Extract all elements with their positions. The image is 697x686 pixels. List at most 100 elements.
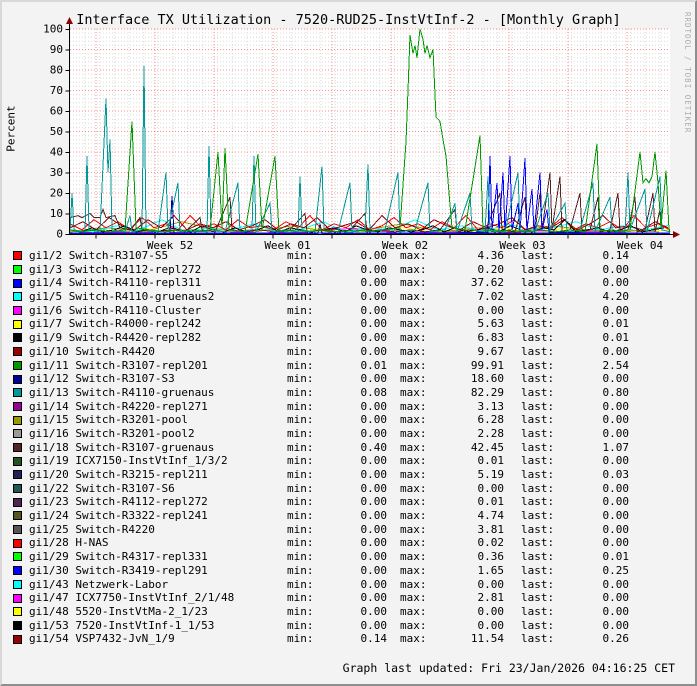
legend-max-value: 2.81 <box>477 591 505 605</box>
legend-interface-label: gi1/29 Switch-R4317-repl331 <box>29 550 208 564</box>
legend-last-value: 0.00 <box>602 481 630 495</box>
legend-max-key: max: <box>400 591 427 605</box>
utilization-chart: 0 10 20 30 40 50 60 70 80 90 100 Week 52 Week 01 Week… <box>2 2 695 254</box>
legend-row: gi1/13 Switch-R4110-gruenaus min: 0.08 max:… <box>2 385 695 400</box>
legend-min-key: min: <box>287 604 314 618</box>
legend-max-key: max: <box>400 632 427 646</box>
legend-interface-label: gi1/48 5520-InstVtMa-2_1/23 <box>29 604 208 618</box>
legend-interface-label: gi1/22 Switch-R3107-S6 <box>29 481 175 495</box>
legend-swatch <box>13 292 22 302</box>
legend-max-value: 1.65 <box>477 563 505 577</box>
legend-last-key: last: <box>521 522 555 536</box>
legend-row: gi1/16 Switch-R3201-pool2 min: 0.00 max: 2.2… <box>2 427 695 441</box>
legend-max-value: 4.74 <box>477 509 505 523</box>
legend-min-value: 0.00 <box>360 454 388 468</box>
legend-max-value: 0.00 <box>477 604 505 618</box>
legend-max-key: max: <box>400 385 427 399</box>
y-tick-label: 30 <box>50 166 63 179</box>
legend-min-value: 0.00 <box>360 413 388 427</box>
legend-last-value: 0.01 <box>602 317 630 331</box>
legend-interface-label: gi1/43 Netzwerk-Labor <box>29 577 169 591</box>
legend-row: gi1/11 Switch-R3107-repl201 min: 0.01 max: 9… <box>2 358 695 373</box>
legend-max-key: max: <box>400 454 427 468</box>
legend-swatch <box>13 251 22 261</box>
legend-max-value: 3.81 <box>477 522 505 536</box>
series-line <box>70 156 670 234</box>
legend-row: gi1/20 Switch-R3215-repl211 min: 0.00 max: 5… <box>2 468 695 482</box>
legend-swatch <box>13 620 22 630</box>
legend-max-key: max: <box>400 249 427 262</box>
legend-last-value: 0.00 <box>602 262 630 276</box>
legend-last-key: last: <box>521 317 555 331</box>
legend-interface-label: gi1/6 Switch-R4110-Cluster <box>29 303 202 317</box>
legend-last-value: 0.00 <box>602 276 630 290</box>
legend-last-key: last: <box>521 372 555 386</box>
legend-max-key: max: <box>400 372 427 386</box>
legend-last-key: last: <box>521 290 555 304</box>
legend-min-value: 0.00 <box>360 591 388 605</box>
y-tick-label: 50 <box>50 125 63 138</box>
legend-swatch <box>13 401 22 411</box>
legend-max-key: max: <box>400 262 427 276</box>
legend-min-value: 0.00 <box>360 262 388 276</box>
legend-last-value: 0.00 <box>602 454 630 468</box>
legend-swatch <box>13 333 22 343</box>
legend-max-key: max: <box>400 522 427 536</box>
legend-last-value: 0.00 <box>602 577 630 591</box>
legend-last-key: last: <box>521 303 555 317</box>
y-tick-label: 90 <box>50 43 63 56</box>
legend-swatch <box>13 634 22 644</box>
legend-row: gi1/48 5520-InstVtMa-2_1/23 min: 0.00 max: 0… <box>2 604 695 619</box>
legend-last-key: last: <box>521 495 555 509</box>
legend-min-key: min: <box>287 413 314 427</box>
legend-interface-label: gi1/18 Switch-R3107-gruenaus <box>29 440 215 454</box>
plot-background <box>70 29 670 234</box>
legend-swatch <box>13 306 22 316</box>
legend-last-key: last: <box>521 358 555 372</box>
legend-min-value: 0.00 <box>360 563 388 577</box>
legend-min-value: 0.00 <box>360 290 388 304</box>
legend-interface-label: gi1/54 VSP7432-JvN_1/9 <box>29 632 175 646</box>
legend-interface-label: gi1/53 7520-InstVtInf-1_1/53 <box>29 618 215 632</box>
legend-last-key: last: <box>521 331 555 345</box>
legend-max-key: max: <box>400 290 427 304</box>
legend-row: gi1/3 Switch-R4112-repl272 min: 0.00 max: 0.… <box>2 262 695 277</box>
legend-last-value: 0.01 <box>602 331 630 345</box>
legend-swatch <box>13 374 22 384</box>
legend-min-key: min: <box>287 385 314 399</box>
legend-last-value: 0.00 <box>602 591 630 605</box>
legend-min-key: min: <box>287 440 314 454</box>
legend-min-value: 0.00 <box>360 344 388 358</box>
y-tick-label: 0 <box>56 228 63 241</box>
legend-min-key: min: <box>287 276 314 290</box>
legend-min-key: min: <box>287 290 314 304</box>
legend-max-value: 0.00 <box>477 577 505 591</box>
legend-min-key: min: <box>287 468 314 481</box>
legend-swatch <box>13 456 22 466</box>
legend-interface-label: gi1/20 Switch-R3215-repl211 <box>29 468 208 481</box>
legend-last-key: last: <box>521 604 555 618</box>
legend-max-value: 42.45 <box>470 440 504 454</box>
last-updated-text: Graph last updated: Fri 23/Jan/2026 04:1… <box>342 661 675 675</box>
legend-swatch <box>13 593 22 603</box>
legend-max-key: max: <box>400 440 427 454</box>
legend-swatch <box>13 511 22 521</box>
legend-last-key: last: <box>521 577 555 591</box>
legend-min-value: 0.00 <box>360 276 388 290</box>
y-tick-label: 80 <box>50 64 63 77</box>
legend-max-value: 82.29 <box>470 385 504 399</box>
y-tick-label: 40 <box>50 146 63 159</box>
legend-last-value: 0.00 <box>602 413 630 427</box>
legend-min-key: min: <box>287 563 314 577</box>
legend-last-key: last: <box>521 550 555 564</box>
legend-min-value: 0.00 <box>360 372 388 386</box>
legend-max-key: max: <box>400 413 427 427</box>
legend-row: gi1/47 ICX7750-InstVtInf_2/1/48 min: 0.00 m… <box>2 591 695 605</box>
legend-interface-label: gi1/7 Switch-R4000-repl242 <box>29 317 202 331</box>
x-tick-label: Week 02 <box>382 239 428 252</box>
x-tick-label: Week 04 <box>617 239 664 252</box>
chart-canvas: 0 10 20 30 40 50 60 70 80 90 100 Week 52 Week 01 Week… <box>43 17 680 252</box>
legend-interface-label: gi1/23 Switch-R4112-repl272 <box>29 495 208 509</box>
legend-last-key: last: <box>521 481 555 495</box>
legend-min-key: min: <box>287 495 314 509</box>
